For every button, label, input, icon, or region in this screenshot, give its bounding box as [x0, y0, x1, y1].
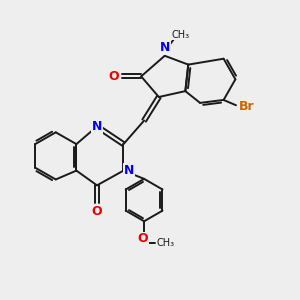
- Text: CH₃: CH₃: [172, 30, 190, 40]
- Text: O: O: [138, 232, 148, 245]
- Text: O: O: [108, 70, 119, 83]
- Text: N: N: [92, 120, 102, 133]
- Text: N: N: [160, 41, 170, 54]
- Text: O: O: [92, 205, 102, 218]
- Text: Br: Br: [239, 100, 254, 113]
- Text: N: N: [124, 164, 134, 177]
- Text: CH₃: CH₃: [156, 238, 174, 248]
